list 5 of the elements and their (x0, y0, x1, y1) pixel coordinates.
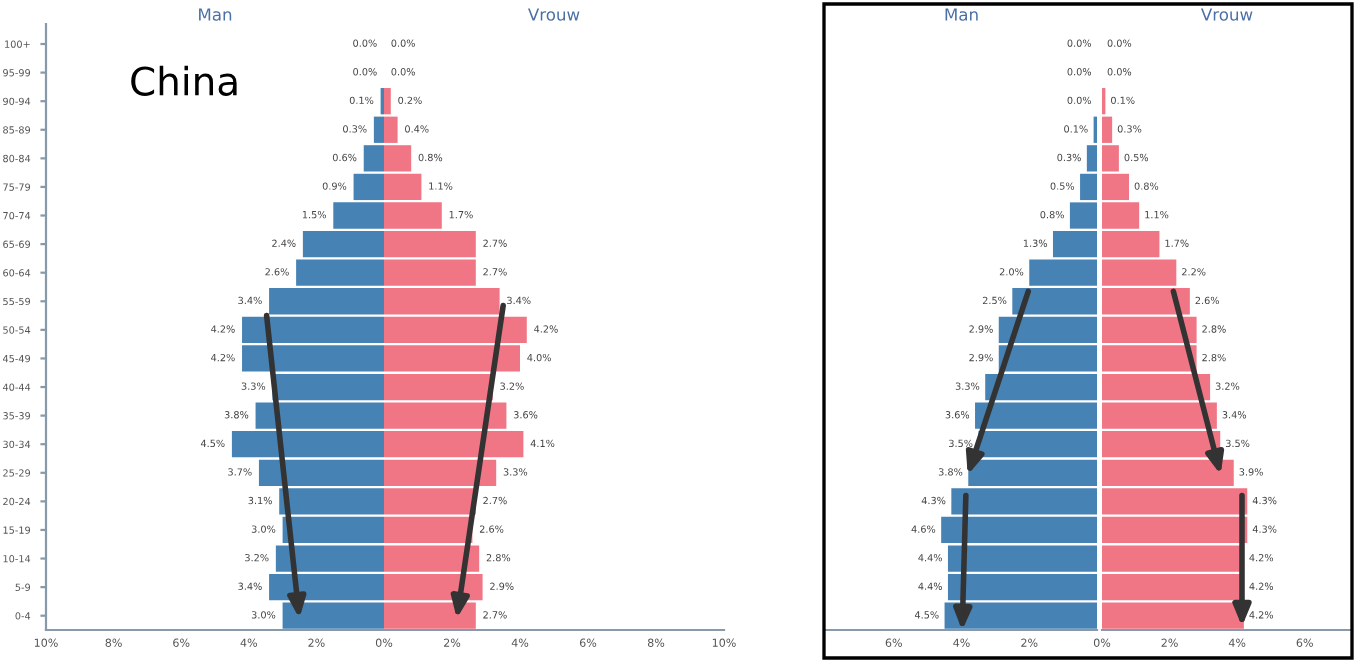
chart-title: Man (199, 8, 232, 21)
annotation: China (131, 65, 237, 96)
chart-title: Man (945, 8, 978, 21)
chart-title: Vrouw (528, 8, 580, 21)
chart-title: Vrouw (1201, 8, 1253, 21)
